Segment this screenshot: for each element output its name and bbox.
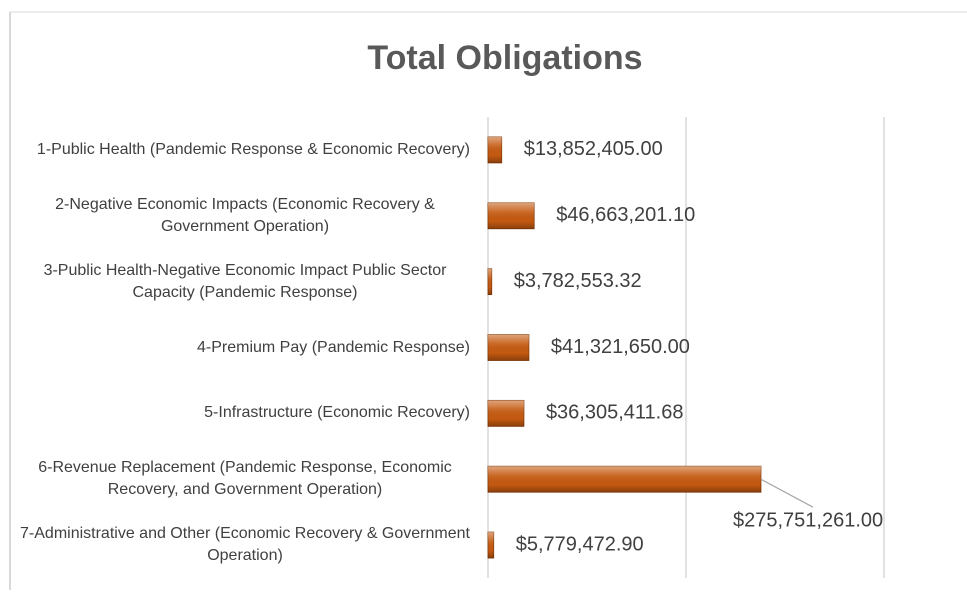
data-label: $5,779,472.90 [516, 533, 644, 555]
category-label-box: 2-Negative Economic Impacts (Economic Re… [20, 186, 470, 246]
bar-shade [488, 202, 535, 229]
y-tick-label: 7-Administrative and Other (Economic Rec… [20, 525, 470, 565]
leader-line [760, 478, 814, 508]
y-tick-label: 1-Public Health (Pandemic Response & Eco… [36, 140, 470, 158]
chart-title: Total Obligations [367, 39, 642, 77]
y-tick-label: 5-Infrastructure (Economic Recovery) [204, 404, 470, 422]
y-tick-label: 3-Public Health-Negative Economic Impact… [43, 261, 447, 301]
y-tick-label: 4-Premium Pay (Pandemic Response) [197, 338, 470, 356]
category-label-box: 3-Public Health-Negative Economic Impact… [20, 252, 470, 312]
category-label-box: 1-Public Health (Pandemic Response & Eco… [20, 120, 470, 180]
data-label: $3,782,553.32 [514, 270, 642, 292]
bar-shade [488, 136, 502, 163]
data-label: $41,321,650.00 [551, 336, 690, 358]
bar-shade [488, 268, 492, 295]
bar-shade [488, 400, 524, 427]
bar-shade [488, 532, 494, 559]
y-tick-label: 6-Revenue Replacement (Pandemic Response… [38, 459, 452, 499]
category-label-box: 5-Infrastructure (Economic Recovery) [20, 383, 470, 443]
y-tick-label: 2-Negative Economic Impacts (Economic Re… [55, 195, 435, 235]
category-label-box: 7-Administrative and Other (Economic Rec… [20, 515, 470, 575]
data-label: $13,852,405.00 [524, 138, 663, 160]
data-label: $275,751,261.00 [733, 509, 883, 531]
category-label-box: 4-Premium Pay (Pandemic Response) [20, 318, 470, 378]
bar-shade [488, 466, 761, 493]
data-label: $36,305,411.68 [546, 402, 684, 424]
bar-shade [488, 334, 529, 361]
data-label: $46,663,201.10 [556, 204, 695, 226]
category-label-box: 6-Revenue Replacement (Pandemic Response… [20, 449, 470, 509]
